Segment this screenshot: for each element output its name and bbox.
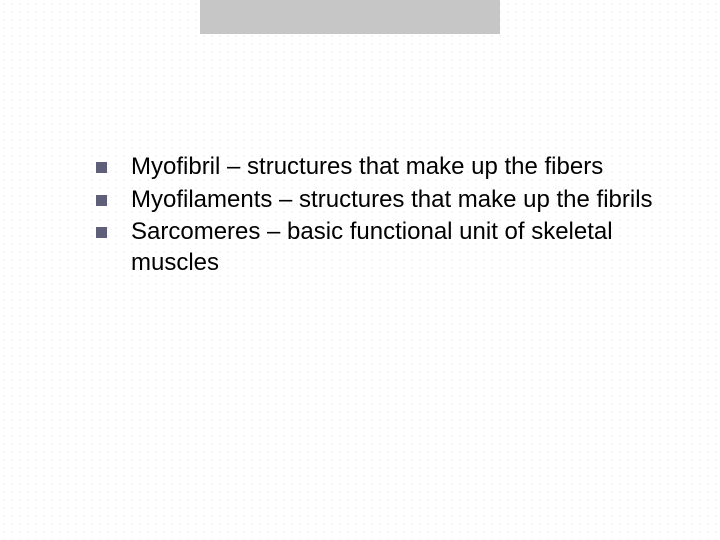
bullet-square-icon [96,195,107,206]
bullet-square-icon [96,227,107,238]
title-placeholder-bar [200,0,500,34]
bullet-list: Myofibril – structures that make up the … [96,152,660,281]
list-item: Myofibril – structures that make up the … [96,152,660,183]
bullet-square-icon [96,162,107,173]
bullet-text: Myofibril – structures that make up the … [131,152,660,183]
bullet-text: Sarcomeres – basic functional unit of sk… [131,217,660,278]
list-item: Myofilaments – structures that make up t… [96,185,660,216]
bullet-text: Myofilaments – structures that make up t… [131,185,660,216]
list-item: Sarcomeres – basic functional unit of sk… [96,217,660,278]
